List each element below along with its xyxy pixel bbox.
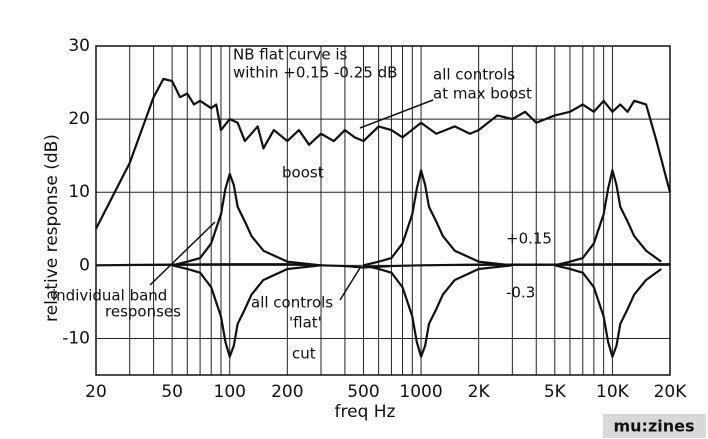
plot-frame bbox=[95, 45, 671, 376]
x-tick-label: 10K bbox=[596, 382, 630, 402]
annotation: all controls bbox=[433, 66, 515, 84]
x-axis-label: freq Hz bbox=[335, 402, 396, 422]
annotation: responses bbox=[105, 303, 181, 321]
curve bbox=[171, 264, 322, 358]
x-tick-label: 2K bbox=[468, 382, 491, 402]
annotation: -0.3 bbox=[506, 284, 535, 302]
annotation: 'flat' bbox=[289, 314, 322, 332]
annotation: boost bbox=[282, 164, 324, 182]
curve bbox=[95, 263, 670, 269]
curve bbox=[363, 264, 513, 358]
curve bbox=[363, 169, 513, 267]
annotation: +0.15 bbox=[506, 230, 552, 248]
annotation: within +0.15 -0.25 dB bbox=[233, 64, 397, 82]
y-tick-label: 30 bbox=[68, 36, 90, 56]
y-tick-label: 0 bbox=[79, 255, 90, 275]
y-tick-label: 10 bbox=[68, 182, 90, 202]
x-tick-label: 500 bbox=[347, 382, 379, 402]
x-tick-label: 20K bbox=[654, 382, 688, 402]
x-tick-label: 20 bbox=[85, 382, 107, 402]
x-tick-label: 5K bbox=[544, 382, 567, 402]
watermark: mu:zines bbox=[613, 417, 694, 436]
annotation-arrow bbox=[149, 221, 216, 286]
annotation: at max boost bbox=[433, 85, 532, 103]
x-tick-label: 50 bbox=[161, 382, 183, 402]
annotation-arrow bbox=[339, 267, 361, 301]
y-tick-label: 20 bbox=[68, 109, 90, 129]
annotation: individual band bbox=[52, 287, 167, 305]
x-tick-label: 100 bbox=[214, 382, 246, 402]
y-axis-label: relative response (dB) bbox=[42, 134, 62, 322]
annotation: all controls bbox=[251, 294, 333, 312]
x-tick-label: 200 bbox=[271, 382, 303, 402]
x-tick-label: 1000 bbox=[399, 382, 442, 402]
curve bbox=[171, 172, 322, 267]
curve bbox=[554, 169, 662, 267]
annotation: cut bbox=[292, 345, 316, 363]
y-tick-label: -10 bbox=[62, 328, 90, 348]
curve bbox=[95, 77, 672, 230]
annotation-arrow bbox=[359, 99, 434, 129]
watermark-box bbox=[603, 414, 706, 438]
annotation: NB flat curve is bbox=[233, 46, 348, 64]
curve bbox=[554, 264, 662, 358]
